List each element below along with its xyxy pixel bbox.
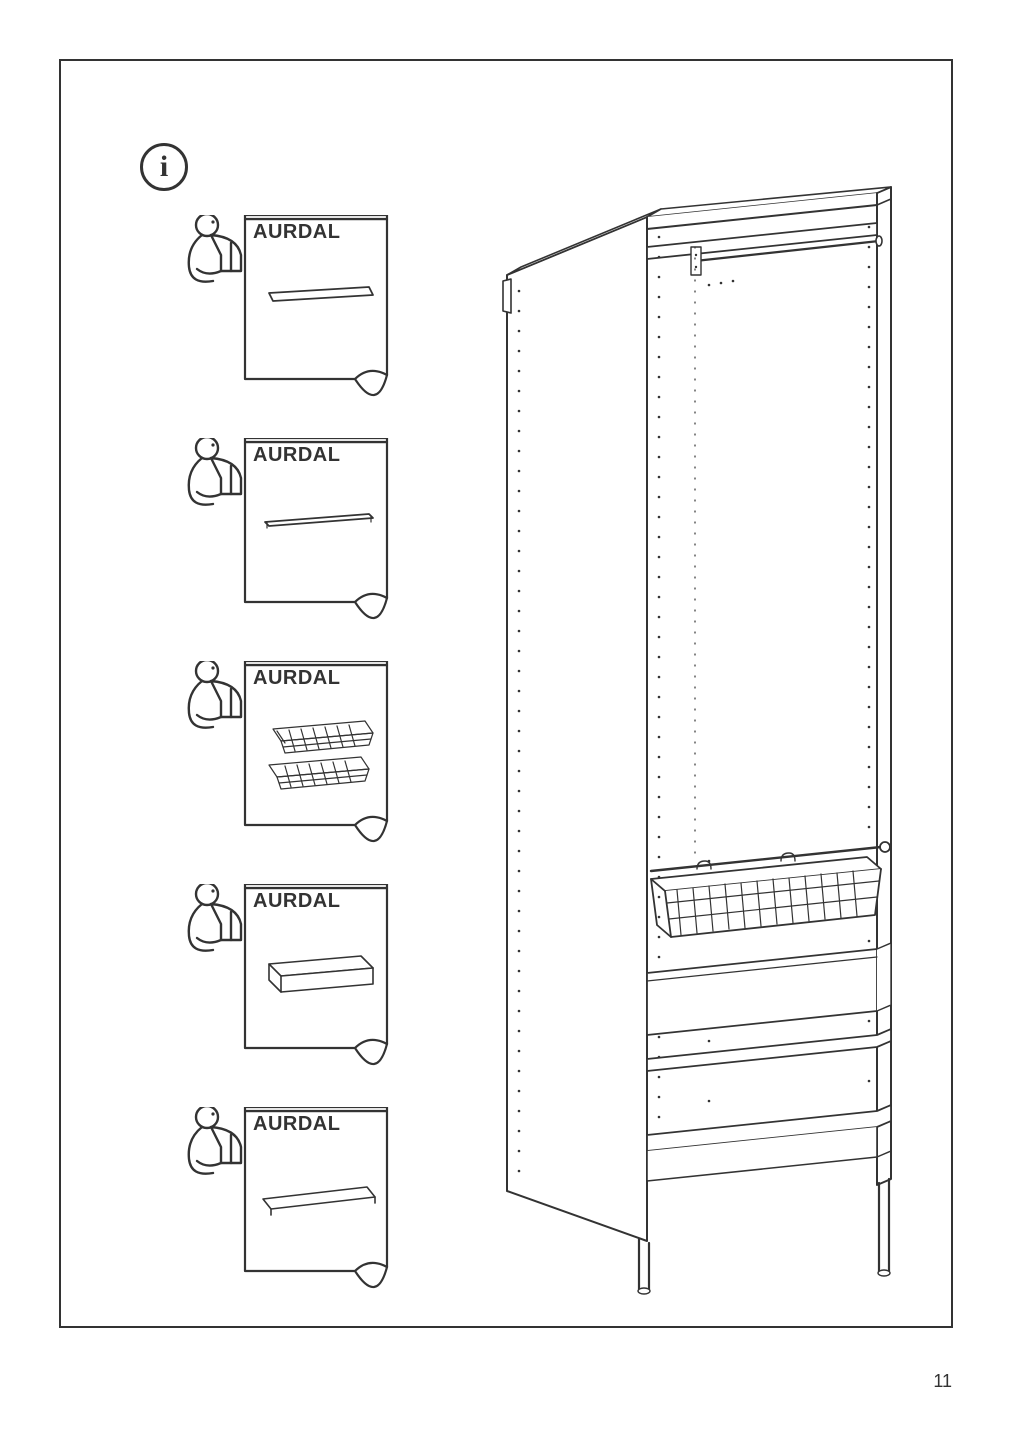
reference-title: AURDAL [253, 221, 340, 244]
reference-title: AURDAL [253, 1113, 340, 1136]
reference-card: AURDAL [177, 215, 399, 420]
reference-card: AURDAL [177, 1107, 399, 1312]
wardrobe-illustration [481, 181, 951, 1301]
page-number: 11 [933, 1371, 952, 1392]
info-icon: i [140, 143, 188, 191]
reference-card: AURDAL [177, 661, 399, 866]
reference-card: AURDAL [177, 884, 399, 1089]
reference-title: AURDAL [253, 667, 340, 690]
page-frame: i [59, 59, 953, 1328]
reference-title: AURDAL [253, 890, 340, 913]
reference-column: AURDAL [177, 215, 399, 1330]
reference-title: AURDAL [253, 444, 340, 467]
reference-card: AURDAL [177, 438, 399, 643]
info-icon-glyph: i [160, 150, 168, 184]
